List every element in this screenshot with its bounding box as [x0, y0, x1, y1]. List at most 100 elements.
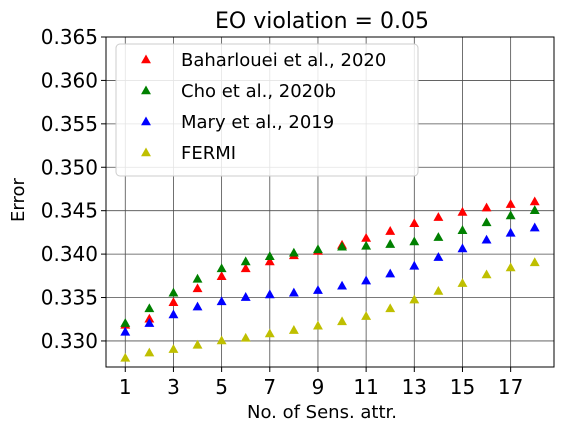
- data-point-series-3: [481, 234, 492, 244]
- data-point-series-1: [168, 297, 179, 307]
- data-point-series-2: [505, 210, 516, 220]
- data-point-series-4: [361, 311, 372, 320]
- data-point-series-3: [457, 243, 468, 253]
- x-tick-label: 17: [498, 375, 523, 399]
- legend-label: FERMI: [181, 143, 236, 164]
- data-point-series-1: [385, 226, 396, 235]
- data-point-series-1: [457, 206, 468, 216]
- data-point-series-2: [313, 244, 323, 254]
- data-point-series-2: [529, 205, 540, 214]
- data-point-series-4: [313, 320, 323, 330]
- data-point-series-3: [144, 318, 155, 327]
- x-tick-label: 3: [167, 375, 180, 399]
- data-point-series-1: [240, 263, 251, 273]
- data-point-series-4: [240, 332, 251, 342]
- data-point-series-2: [457, 225, 468, 234]
- x-tick-label: 5: [215, 375, 228, 399]
- data-point-series-4: [481, 269, 492, 279]
- data-point-series-2: [168, 287, 179, 297]
- x-tick-label: 13: [402, 375, 427, 399]
- legend-label: Mary et al., 2019: [181, 112, 334, 133]
- legend-marker: [141, 147, 151, 157]
- data-point-series-2: [481, 217, 492, 227]
- x-tick-label: 1: [119, 375, 132, 399]
- data-point-series-3: [240, 292, 251, 301]
- data-point-series-1: [361, 232, 372, 242]
- data-point-series-2: [288, 247, 299, 257]
- data-point-series-1: [216, 271, 227, 280]
- data-point-series-1: [409, 218, 420, 228]
- chart-title: EO violation = 0.05: [215, 9, 429, 34]
- data-point-series-3: [264, 289, 275, 299]
- legend: Baharlouei et al., 2020 Cho et al., 2020b…: [115, 43, 419, 177]
- x-tick-label: 15: [450, 375, 475, 399]
- data-point-series-4: [216, 335, 227, 345]
- data-point-series-3: [433, 252, 444, 261]
- legend-marker: [141, 116, 151, 126]
- data-point-series-1: [481, 202, 492, 212]
- data-point-series-3: [505, 227, 516, 237]
- data-point-series-3: [529, 222, 540, 232]
- data-point-series-2: [433, 232, 444, 241]
- data-point-series-2: [120, 318, 131, 327]
- x-tick-label: 9: [312, 375, 325, 399]
- data-point-series-4: [457, 278, 468, 287]
- legend-marker: [141, 85, 151, 95]
- data-point-series-3: [288, 287, 299, 297]
- data-point-series-4: [505, 262, 516, 272]
- y-tick-label: 0.365: [41, 25, 98, 49]
- y-tick-label: 0.355: [41, 112, 98, 136]
- data-point-series-2: [409, 236, 420, 246]
- axes: 1 3 5 7 9 11 13 15 170.3300.3350.3400.3450.3500.…: [41, 25, 555, 399]
- data-point-series-4: [192, 339, 203, 349]
- data-point-series-2: [216, 263, 227, 273]
- data-point-series-3: [192, 301, 203, 311]
- data-point-series-4: [288, 325, 299, 334]
- plot-area: [120, 196, 540, 362]
- plot-frame: [105, 36, 555, 368]
- data-point-series-3: [168, 309, 179, 319]
- legend-label: Baharlouei et al., 2020: [181, 50, 386, 71]
- x-axis-title: No. of Sens. attr.: [247, 402, 397, 423]
- y-tick-label: 0.335: [41, 286, 98, 310]
- data-point-series-2: [192, 273, 203, 283]
- x-tick-label: 7: [263, 375, 276, 399]
- data-point-series-2: [385, 239, 396, 248]
- data-point-series-1: [529, 196, 540, 206]
- data-point-series-1: [505, 199, 516, 208]
- data-point-series-1: [192, 283, 203, 293]
- data-point-series-4: [433, 285, 444, 295]
- data-point-series-4: [409, 294, 420, 304]
- data-point-series-1: [264, 256, 275, 266]
- data-point-series-3: [385, 268, 396, 278]
- data-point-series-1: [433, 212, 444, 221]
- x-tick-label: 11: [353, 375, 378, 399]
- data-point-series-2: [337, 241, 347, 251]
- data-point-series-3: [313, 285, 323, 294]
- data-point-series-2: [144, 303, 155, 313]
- data-point-series-2: [361, 240, 372, 250]
- y-tick-label: 0.360: [41, 68, 98, 92]
- y-tick-label: 0.330: [41, 329, 98, 353]
- legend-marker: [141, 54, 151, 64]
- legend-label: Cho et al., 2020b: [181, 81, 336, 102]
- y-axis-title: Error: [8, 177, 29, 221]
- data-point-series-4: [385, 303, 396, 313]
- data-point-series-3: [216, 296, 227, 306]
- legend-box: [115, 43, 419, 177]
- y-tick-label: 0.340: [41, 242, 98, 266]
- y-tick-label: 0.350: [41, 155, 98, 179]
- data-point-series-4: [120, 352, 131, 362]
- data-point-series-2: [264, 251, 275, 261]
- data-point-series-4: [337, 316, 347, 326]
- data-point-series-4: [264, 328, 275, 338]
- data-point-series-2: [240, 256, 251, 266]
- data-point-series-3: [337, 280, 347, 290]
- data-point-series-4: [168, 344, 179, 353]
- data-point-series-4: [529, 257, 540, 267]
- data-point-series-3: [409, 260, 420, 270]
- y-tick-label: 0.345: [41, 199, 98, 223]
- data-point-series-3: [361, 275, 372, 285]
- data-point-series-4: [144, 347, 155, 357]
